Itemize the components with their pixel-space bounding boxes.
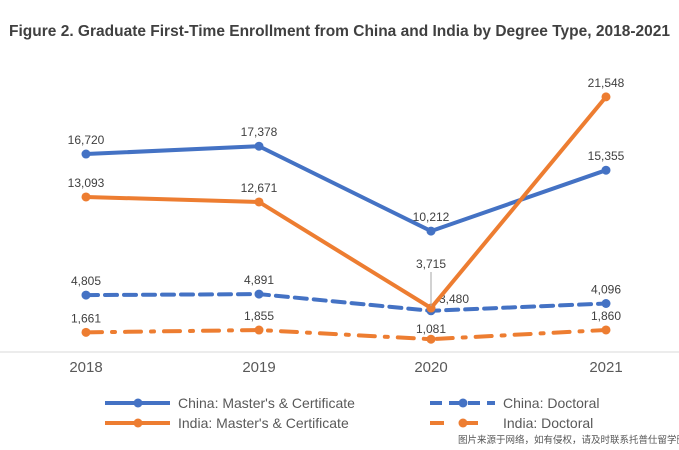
series-line-1 <box>84 292 608 313</box>
chart-title: Figure 2. Graduate First-Time Enrollment… <box>9 23 670 40</box>
x-tick-label: 2021 <box>589 359 622 376</box>
watermark: 图片来源于网络，如有侵权，请及时联系托普仕留学删除 <box>458 435 679 446</box>
data-point <box>426 226 436 236</box>
data-label: 16,720 <box>68 133 105 147</box>
legend-label: China: Doctoral <box>503 395 600 411</box>
data-point <box>254 289 264 299</box>
data-point <box>601 165 611 175</box>
data-label: 1,081 <box>416 322 446 336</box>
data-point <box>426 303 436 313</box>
data-point <box>426 334 436 344</box>
data-label: 4,805 <box>71 274 101 288</box>
data-point <box>81 149 91 159</box>
legend-swatch-marker <box>133 418 143 428</box>
data-label: 21,548 <box>588 76 625 90</box>
data-label: 10,212 <box>413 210 450 224</box>
data-point <box>81 192 91 202</box>
data-point <box>254 141 264 151</box>
series-line-2 <box>84 94 608 311</box>
data-label: 17,378 <box>241 125 278 139</box>
data-point <box>601 325 611 335</box>
legend-swatch-marker <box>133 398 143 408</box>
data-point <box>81 327 91 337</box>
x-tick-label: 2018 <box>69 359 102 376</box>
data-point <box>254 197 264 207</box>
legend-label: China: Master's & Certificate <box>178 395 355 411</box>
data-point <box>254 325 264 335</box>
data-label: 3,715 <box>416 257 446 271</box>
data-label: 1,855 <box>244 309 274 323</box>
legend-swatch-marker <box>458 418 468 428</box>
data-point <box>601 299 611 309</box>
data-label: 3,480 <box>439 292 469 306</box>
legend-label: India: Doctoral <box>503 415 593 431</box>
data-label: 1,661 <box>71 311 101 325</box>
data-label: 12,671 <box>241 181 278 195</box>
data-label: 13,093 <box>68 176 105 190</box>
legend-label: India: Master's & Certificate <box>178 415 349 431</box>
data-label: 1,860 <box>591 309 621 323</box>
x-tick-label: 2019 <box>242 359 275 376</box>
data-label: 4,891 <box>244 273 274 287</box>
x-tick-label: 2020 <box>414 359 447 376</box>
series-line-3 <box>84 327 608 342</box>
data-point <box>81 290 91 300</box>
data-label: 15,355 <box>588 149 625 163</box>
data-point <box>601 92 611 102</box>
data-label: 4,096 <box>591 283 621 297</box>
legend-swatch-marker <box>458 398 468 408</box>
